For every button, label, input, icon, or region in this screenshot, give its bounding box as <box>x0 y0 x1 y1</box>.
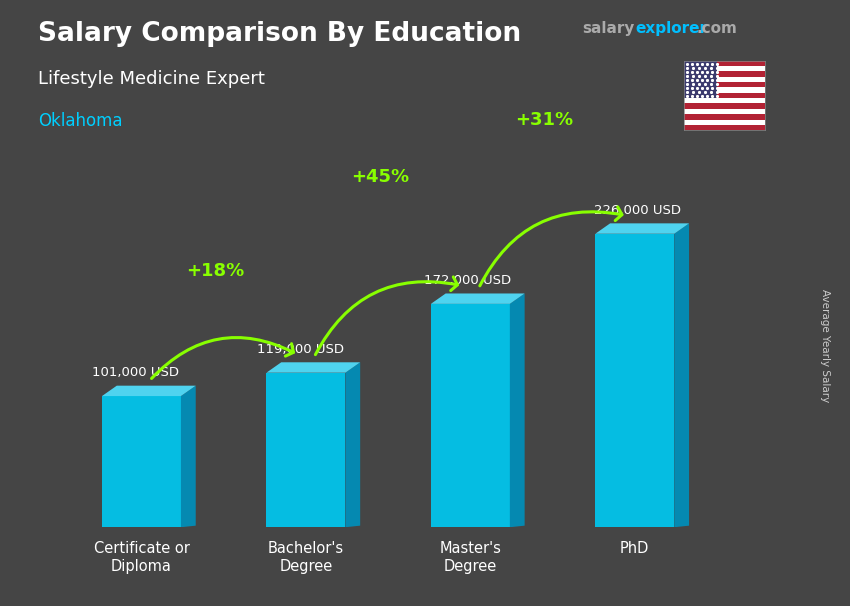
Polygon shape <box>674 224 689 527</box>
Bar <box>684 72 765 77</box>
Polygon shape <box>102 396 181 527</box>
Bar <box>684 109 765 114</box>
Text: +31%: +31% <box>515 110 574 128</box>
Polygon shape <box>431 293 524 304</box>
Text: 226,000 USD: 226,000 USD <box>593 204 681 217</box>
Bar <box>684 93 765 98</box>
Polygon shape <box>266 362 360 373</box>
Bar <box>684 66 765 72</box>
Text: .com: .com <box>697 21 738 36</box>
Text: 101,000 USD: 101,000 USD <box>92 366 179 379</box>
Text: Oklahoma: Oklahoma <box>38 112 122 130</box>
Text: explorer: explorer <box>636 21 708 36</box>
Polygon shape <box>181 385 196 527</box>
Polygon shape <box>595 234 674 527</box>
Bar <box>684 104 765 109</box>
Bar <box>684 125 765 130</box>
Bar <box>684 61 765 66</box>
Text: +18%: +18% <box>186 262 245 281</box>
Bar <box>684 87 765 93</box>
Bar <box>684 114 765 119</box>
Bar <box>684 119 765 125</box>
Text: Lifestyle Medicine Expert: Lifestyle Medicine Expert <box>38 70 265 88</box>
Text: +45%: +45% <box>351 168 409 185</box>
Polygon shape <box>266 373 345 527</box>
Polygon shape <box>595 224 689 234</box>
Text: Salary Comparison By Education: Salary Comparison By Education <box>38 21 521 47</box>
Polygon shape <box>431 304 510 527</box>
Polygon shape <box>345 362 360 527</box>
Bar <box>684 77 765 82</box>
Bar <box>684 82 765 87</box>
Text: 172,000 USD: 172,000 USD <box>424 274 512 287</box>
Text: 119,000 USD: 119,000 USD <box>257 343 343 356</box>
Bar <box>684 98 765 104</box>
Polygon shape <box>102 385 196 396</box>
Bar <box>684 61 717 98</box>
Text: Average Yearly Salary: Average Yearly Salary <box>820 289 830 402</box>
Text: salary: salary <box>582 21 635 36</box>
Polygon shape <box>510 293 524 527</box>
